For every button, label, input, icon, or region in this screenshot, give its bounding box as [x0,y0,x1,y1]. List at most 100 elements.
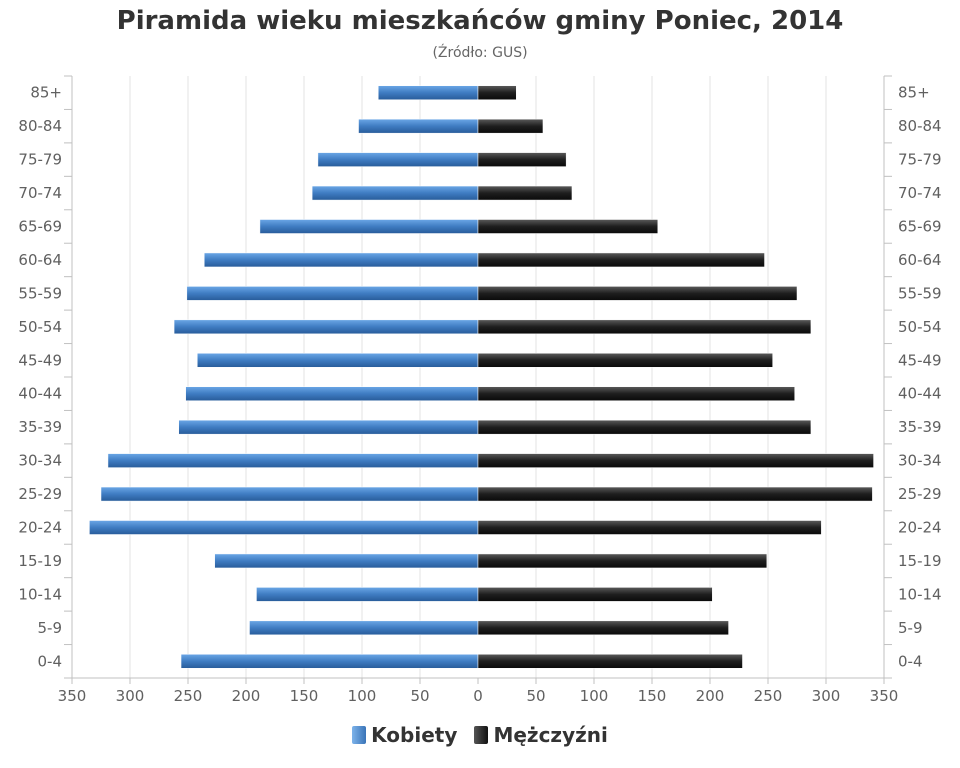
legend: Kobiety Mężczyźni [0,723,960,748]
category-label-left: 35-39 [18,418,62,436]
bar-mezczyzni[interactable] [477,486,873,502]
x-tick-label: 300 [812,687,841,705]
bar-mezczyzni[interactable] [477,587,713,602]
x-tick-label: 200 [232,687,261,705]
category-label-left: 75-79 [18,151,62,169]
bar-kobiety[interactable] [256,587,479,602]
bar-mezczyzni[interactable] [477,620,729,636]
legend-item-mezczyzni[interactable]: Mężczyźni [474,723,608,747]
category-label-right: 80-84 [898,117,942,135]
bar-mezczyzni[interactable] [477,553,768,569]
x-tick-label: 100 [580,687,609,705]
category-label-left: 65-69 [18,218,62,236]
bar-kobiety[interactable] [173,319,479,335]
category-label-left: 40-44 [18,385,62,403]
bar-kobiety[interactable] [186,286,479,301]
x-tick-label: 0 [473,687,483,705]
bar-mezczyzni[interactable] [477,252,765,268]
x-tick-label: 350 [870,687,899,705]
category-label-left: 15-19 [18,552,62,570]
legend-swatch-kobiety [352,726,367,744]
bar-kobiety[interactable] [180,654,479,669]
category-label-left: 85+ [30,84,62,102]
category-label-left: 0-4 [38,652,63,670]
bar-mezczyzni[interactable] [477,386,795,401]
bar-kobiety[interactable] [185,386,479,401]
bar-kobiety[interactable] [377,85,479,100]
bar-mezczyzni[interactable] [477,85,517,100]
bar-kobiety[interactable] [214,553,479,569]
bar-kobiety[interactable] [311,185,479,201]
x-tick-label: 50 [526,687,545,705]
x-tick-label: 150 [638,687,667,705]
bar-kobiety[interactable] [317,152,479,167]
bar-kobiety[interactable] [203,252,479,268]
bar-kobiety[interactable] [178,419,479,435]
grid-lines [129,76,827,678]
category-label-left: 60-64 [18,251,62,269]
x-tick-label: 200 [696,687,725,705]
category-label-right: 35-39 [898,418,942,436]
category-label-left: 10-14 [18,585,62,603]
axis-labels: 350 300 250 200 150 100 50 0 50 100 150 200 250 300 35… [18,84,941,705]
category-label-right: 40-44 [898,385,942,403]
x-tick-label: 250 [754,687,783,705]
category-label-right: 70-74 [898,184,942,202]
bar-kobiety[interactable] [259,219,479,234]
category-label-left: 30-34 [18,452,62,470]
category-label-right: 60-64 [898,251,942,269]
bar-mezczyzni[interactable] [477,152,567,167]
bar-mezczyzni[interactable] [477,286,798,301]
legend-swatch-mezczyzni [474,726,489,744]
chart-subtitle: (Źródło: GUS) [432,45,528,61]
bar-mezczyzni[interactable] [477,219,659,234]
x-tick-label: 150 [290,687,319,705]
category-label-right: 30-34 [898,452,942,470]
x-tick-label: 250 [174,687,203,705]
category-label-right: 45-49 [898,351,942,369]
chart-title: Piramida wieku mieszkańców gminy Poniec,… [116,6,844,36]
bar-kobiety[interactable] [358,118,479,134]
bar-kobiety[interactable] [197,353,479,368]
bars [89,85,874,669]
category-label-right: 10-14 [898,585,942,603]
category-label-right: 5-9 [898,619,923,637]
category-label-left: 25-29 [18,485,62,503]
legend-item-kobiety[interactable]: Kobiety [352,723,457,747]
category-label-right: 85+ [898,84,930,102]
bar-mezczyzni[interactable] [477,419,812,435]
bar-kobiety[interactable] [89,520,479,535]
category-label-right: 55-59 [898,284,942,302]
x-tick-label: 50 [410,687,429,705]
category-label-left: 70-74 [18,184,62,202]
bar-kobiety[interactable] [107,453,479,468]
legend-label-mezczyzni: Mężczyźni [493,723,608,747]
category-label-right: 15-19 [898,552,942,570]
bar-mezczyzni[interactable] [477,353,773,368]
axes [64,75,892,684]
bar-mezczyzni[interactable] [477,520,822,535]
bar-kobiety[interactable] [100,486,479,502]
x-tick-label: 100 [348,687,377,705]
category-label-left: 45-49 [18,351,62,369]
bar-kobiety[interactable] [249,620,479,636]
bar-mezczyzni[interactable] [477,319,812,335]
category-label-left: 20-24 [18,519,62,537]
category-label-right: 0-4 [898,652,923,670]
category-label-left: 5-9 [38,619,63,637]
category-label-right: 75-79 [898,151,942,169]
category-label-left: 80-84 [18,117,62,135]
x-tick-label: 350 [58,687,87,705]
bar-mezczyzni[interactable] [477,453,874,468]
category-label-right: 25-29 [898,485,942,503]
legend-label-kobiety: Kobiety [371,723,458,747]
category-label-left: 55-59 [18,284,62,302]
category-label-left: 50-54 [18,318,62,336]
category-label-right: 50-54 [898,318,942,336]
bar-mezczyzni[interactable] [477,118,544,134]
category-label-right: 20-24 [898,519,942,537]
bar-mezczyzni[interactable] [477,185,573,201]
x-tick-label: 300 [116,687,145,705]
population-pyramid-chart: 350 300 250 200 150 100 50 0 50 100 150 200 250 300 35… [18,75,942,705]
bar-mezczyzni[interactable] [477,654,743,669]
